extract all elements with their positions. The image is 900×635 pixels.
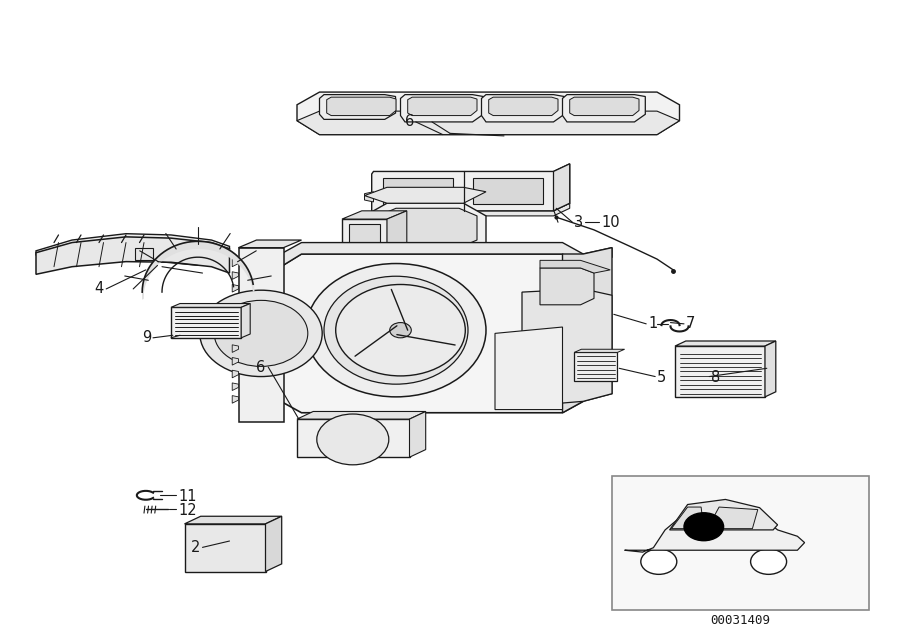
Text: 12: 12 xyxy=(178,503,197,518)
Polygon shape xyxy=(378,208,477,248)
Polygon shape xyxy=(574,352,617,381)
Polygon shape xyxy=(574,349,625,352)
Polygon shape xyxy=(232,259,239,267)
Polygon shape xyxy=(540,268,594,305)
Circle shape xyxy=(200,290,322,377)
Polygon shape xyxy=(671,507,704,528)
Polygon shape xyxy=(364,187,486,203)
Text: 6: 6 xyxy=(405,114,414,130)
Circle shape xyxy=(641,549,677,574)
Polygon shape xyxy=(232,396,239,403)
Polygon shape xyxy=(554,164,570,211)
Text: 5: 5 xyxy=(657,370,666,385)
Polygon shape xyxy=(670,499,778,530)
Polygon shape xyxy=(562,95,645,122)
Polygon shape xyxy=(36,234,230,255)
Text: 11: 11 xyxy=(178,489,197,504)
Polygon shape xyxy=(364,203,486,257)
Text: 1: 1 xyxy=(648,316,657,331)
Text: 00031409: 00031409 xyxy=(710,613,770,627)
Text: 8: 8 xyxy=(711,370,720,385)
Polygon shape xyxy=(410,411,426,457)
Circle shape xyxy=(751,549,787,574)
Circle shape xyxy=(214,300,308,366)
FancyBboxPatch shape xyxy=(612,476,868,610)
Polygon shape xyxy=(327,97,396,116)
Polygon shape xyxy=(522,289,612,406)
Polygon shape xyxy=(374,203,570,216)
Polygon shape xyxy=(297,419,410,457)
Polygon shape xyxy=(489,97,558,116)
Polygon shape xyxy=(171,304,250,307)
Polygon shape xyxy=(232,345,239,352)
Polygon shape xyxy=(372,164,570,213)
Polygon shape xyxy=(297,111,680,135)
Polygon shape xyxy=(266,516,282,572)
Text: 10: 10 xyxy=(601,215,620,230)
Polygon shape xyxy=(675,341,776,346)
Circle shape xyxy=(390,323,411,338)
Polygon shape xyxy=(482,95,564,122)
Circle shape xyxy=(317,414,389,465)
Polygon shape xyxy=(320,95,396,119)
Polygon shape xyxy=(387,211,407,254)
Polygon shape xyxy=(540,260,610,273)
Polygon shape xyxy=(625,505,805,552)
Text: 7: 7 xyxy=(686,316,695,331)
Text: 4: 4 xyxy=(94,281,104,297)
Polygon shape xyxy=(765,341,776,397)
Polygon shape xyxy=(184,524,266,572)
FancyBboxPatch shape xyxy=(472,178,543,204)
Polygon shape xyxy=(297,92,680,135)
Polygon shape xyxy=(238,240,302,248)
Polygon shape xyxy=(349,224,380,249)
Text: 2: 2 xyxy=(191,540,200,555)
Polygon shape xyxy=(281,243,612,267)
Circle shape xyxy=(336,284,465,376)
Polygon shape xyxy=(400,95,483,122)
Polygon shape xyxy=(232,358,239,365)
Polygon shape xyxy=(562,248,612,413)
Ellipse shape xyxy=(306,264,486,397)
Text: 3: 3 xyxy=(574,215,583,230)
Polygon shape xyxy=(297,411,426,419)
Polygon shape xyxy=(570,97,639,116)
Polygon shape xyxy=(135,248,153,260)
Polygon shape xyxy=(675,346,765,397)
Polygon shape xyxy=(232,383,239,391)
Polygon shape xyxy=(707,507,758,528)
Polygon shape xyxy=(232,284,239,292)
Polygon shape xyxy=(281,254,583,413)
Polygon shape xyxy=(495,327,562,410)
Polygon shape xyxy=(238,248,284,422)
Polygon shape xyxy=(408,97,477,116)
Text: 6: 6 xyxy=(256,359,266,375)
Polygon shape xyxy=(342,211,407,219)
Ellipse shape xyxy=(324,276,468,384)
Polygon shape xyxy=(364,192,373,202)
Text: 9: 9 xyxy=(142,330,151,345)
Polygon shape xyxy=(36,237,230,274)
FancyBboxPatch shape xyxy=(382,178,453,204)
Polygon shape xyxy=(232,272,239,279)
Polygon shape xyxy=(184,516,282,524)
Polygon shape xyxy=(171,307,241,338)
Polygon shape xyxy=(342,219,387,254)
Polygon shape xyxy=(232,370,239,378)
Polygon shape xyxy=(241,304,250,338)
Circle shape xyxy=(684,513,724,541)
